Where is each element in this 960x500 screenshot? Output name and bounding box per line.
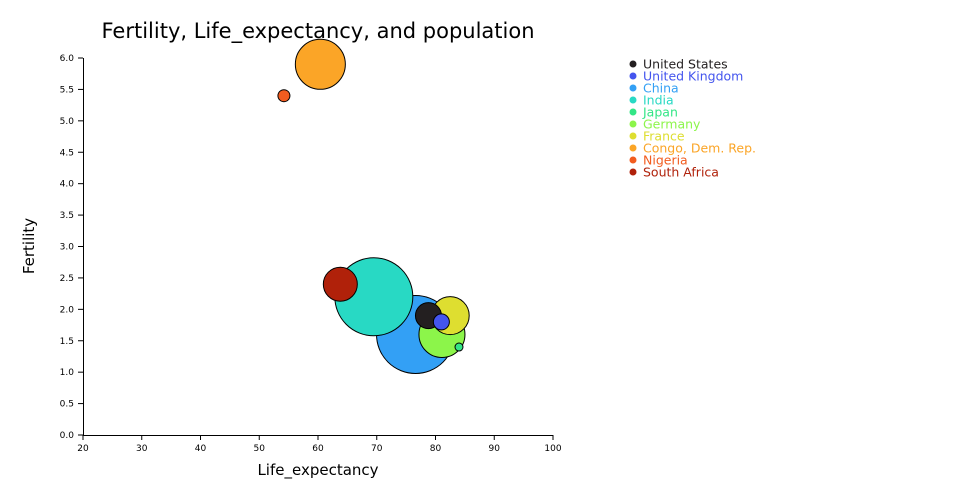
legend-marker bbox=[629, 168, 637, 176]
legend-label[interactable]: France bbox=[643, 129, 685, 144]
y-tick-label: 5.0 bbox=[60, 117, 75, 127]
legend-label[interactable]: United Kingdom bbox=[643, 69, 743, 84]
y-tick-label: 3.0 bbox=[60, 243, 75, 253]
y-tick-label: 2.0 bbox=[60, 305, 75, 315]
bubble-nigeria[interactable] bbox=[277, 89, 291, 103]
legend-marker bbox=[629, 72, 637, 80]
x-axis: 20 30 40 50 60 70 80 90 100 bbox=[77, 435, 562, 454]
legend-label[interactable]: India bbox=[643, 93, 674, 108]
y-tick-label: 5.5 bbox=[60, 85, 74, 95]
legend-marker bbox=[629, 60, 637, 68]
y-tick-label: 0.0 bbox=[60, 431, 75, 441]
bubble-congo-dem-rep[interactable] bbox=[294, 38, 346, 90]
legend-label[interactable]: Nigeria bbox=[643, 153, 688, 168]
x-tick-label: 60 bbox=[312, 444, 324, 454]
x-tick-label: 30 bbox=[136, 444, 148, 454]
y-tick-label: 1.5 bbox=[60, 337, 74, 347]
legend-marker bbox=[629, 96, 637, 104]
bubble-japan[interactable] bbox=[454, 342, 464, 352]
legend-marker bbox=[629, 108, 637, 116]
x-tick-label: 50 bbox=[254, 444, 266, 454]
x-tick-label: 90 bbox=[489, 444, 501, 454]
legend-label[interactable]: Germany bbox=[643, 117, 701, 132]
y-axis: 0.0 0.5 1.0 1.5 2.0 2.5 3.0 3.5 4.0 4.5 5.0 5.5 6.0 bbox=[60, 54, 84, 441]
y-tick-label: 1.0 bbox=[60, 368, 75, 378]
bubble-united-kingdom[interactable] bbox=[432, 313, 450, 331]
y-tick-label: 2.5 bbox=[60, 274, 74, 284]
x-tick-label: 40 bbox=[195, 444, 207, 454]
legend-marker bbox=[629, 156, 637, 164]
legend-label[interactable]: United States bbox=[643, 57, 728, 72]
bubble-south-africa[interactable] bbox=[322, 266, 358, 302]
legend-label[interactable]: Japan bbox=[642, 105, 678, 120]
legend-marker bbox=[629, 120, 637, 128]
plot-area bbox=[277, 38, 470, 374]
legend-marker bbox=[629, 144, 637, 152]
y-tick-label: 4.5 bbox=[60, 148, 74, 158]
x-axis-title: Life_expectancy bbox=[257, 461, 378, 480]
legend-label[interactable]: Congo, Dem. Rep. bbox=[643, 141, 756, 156]
y-tick-label: 4.0 bbox=[60, 180, 75, 190]
legend-label[interactable]: South Africa bbox=[643, 165, 719, 180]
y-tick-label: 3.5 bbox=[60, 211, 74, 221]
y-axis-title: Fertility bbox=[20, 218, 38, 274]
x-tick-label: 80 bbox=[430, 444, 442, 454]
y-tick-label: 0.5 bbox=[60, 400, 74, 410]
y-tick-label: 6.0 bbox=[60, 54, 75, 64]
x-tick-label: 70 bbox=[371, 444, 383, 454]
legend-marker bbox=[629, 84, 637, 92]
legend-marker bbox=[629, 132, 637, 140]
legend-label[interactable]: China bbox=[643, 81, 679, 96]
x-tick-label: 20 bbox=[77, 444, 89, 454]
x-tick-label: 100 bbox=[544, 444, 561, 454]
